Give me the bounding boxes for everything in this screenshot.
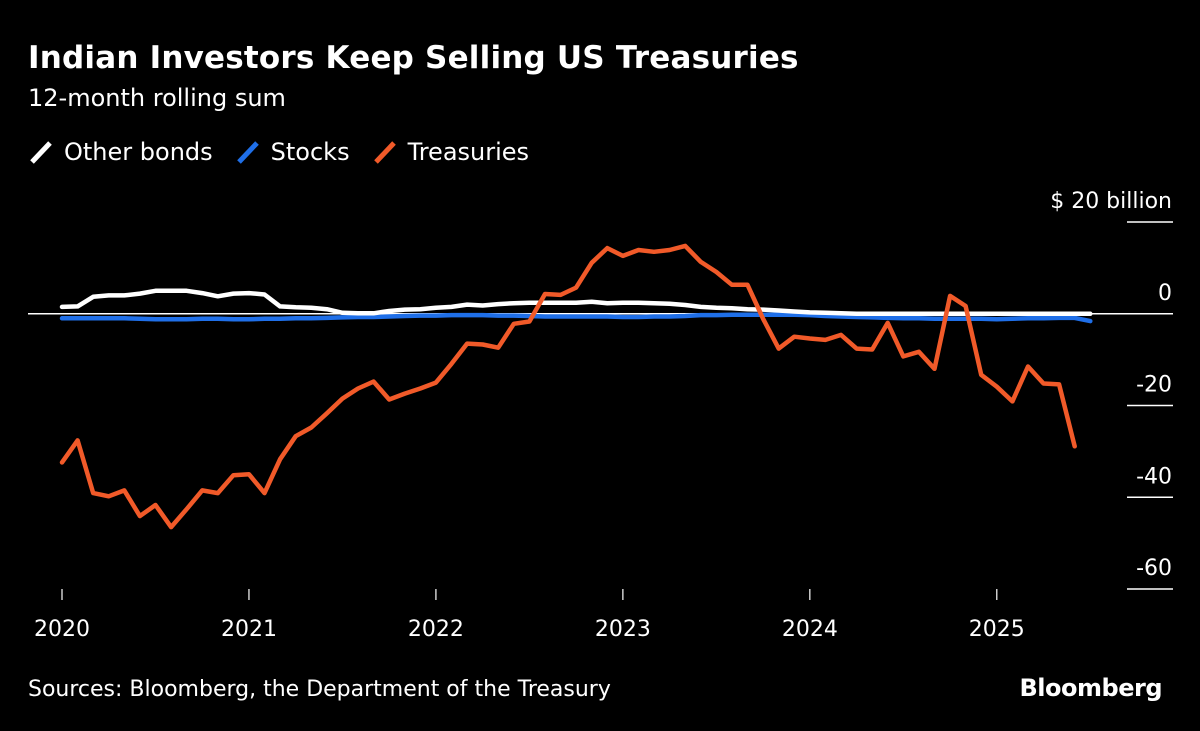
y-tick-label: -60 [1136, 556, 1172, 581]
series-line-treasuries [59, 243, 1077, 530]
legend-swatch-treasuries [373, 141, 396, 164]
legend-label-treasuries: Treasuries [407, 138, 530, 166]
legend-label-other-bonds: Other bonds [64, 138, 213, 166]
x-tick-label: 2022 [408, 617, 464, 642]
y-axis: $ 20 billion 0 -20 -40 -60 [1050, 189, 1173, 590]
y-tick-label: $ 20 billion [1050, 189, 1172, 214]
bloomberg-logo: Bloomberg [1019, 674, 1163, 702]
legend-item-stocks: Stocks [235, 138, 350, 166]
x-tick-label: 2024 [782, 617, 838, 642]
source-note: Sources: Bloomberg, the Department of th… [28, 677, 611, 702]
x-tick-label: 2025 [969, 617, 1025, 642]
legend: Other bonds Stocks Treasuries [28, 138, 551, 166]
x-axis: 2020 2021 2022 2023 2024 2025 [34, 589, 1025, 642]
series-layer [59, 243, 1093, 530]
series-line-stocks [59, 312, 1093, 324]
y-tick-label: -40 [1136, 464, 1172, 489]
legend-item-treasuries: Treasuries [372, 138, 529, 166]
legend-swatch-other-bonds [30, 141, 52, 164]
series-line-other-bonds [59, 288, 1093, 317]
legend-item-other-bonds: Other bonds [28, 138, 213, 166]
x-tick-label: 2020 [34, 617, 90, 642]
chart-subtitle: 12-month rolling sum [28, 84, 286, 112]
x-tick-label: 2021 [221, 617, 277, 642]
x-tick-label: 2023 [595, 617, 651, 642]
chart-title: Indian Investors Keep Selling US Treasur… [28, 40, 799, 76]
legend-swatch-stocks [236, 141, 259, 164]
legend-label-stocks: Stocks [270, 138, 350, 166]
y-tick-label: -20 [1136, 373, 1172, 398]
y-tick-label: 0 [1158, 281, 1172, 306]
